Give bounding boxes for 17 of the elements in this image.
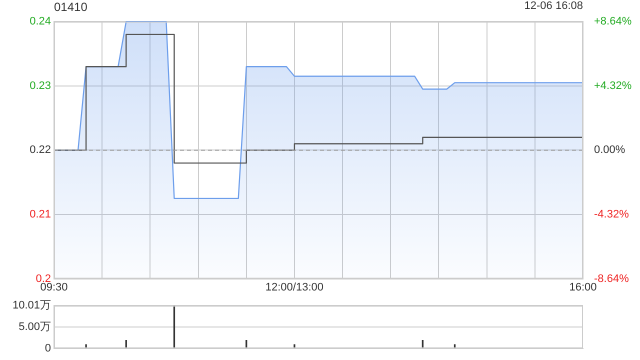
y-tick-label: 0.24 (30, 16, 51, 28)
x-tick-label: 16:00 (569, 281, 597, 294)
y2-tick-label: -4.32% (594, 208, 630, 221)
y-tick-label: 0.22 (30, 144, 51, 156)
y-tick-label: 0.21 (30, 208, 51, 221)
y-tick-label: 0 (44, 342, 51, 354)
y2-tick-label: -8.64% (594, 272, 630, 285)
y-tick-label: 5.00万 (18, 321, 51, 334)
y-tick-label: 0.23 (30, 80, 51, 92)
text: 12-06 16:08 (524, 0, 583, 12)
y2-tick-label: +4.32% (594, 80, 632, 92)
x-tick-label: 09:30 (40, 281, 68, 294)
y2-tick-label: +8.64% (594, 16, 632, 28)
x-tick-label: 12:00/13:00 (265, 281, 324, 294)
y-tick-label: 10.01万 (12, 300, 51, 312)
y2-tick-label: 0.00% (594, 144, 626, 156)
chart-title: 01410 (54, 0, 88, 14)
